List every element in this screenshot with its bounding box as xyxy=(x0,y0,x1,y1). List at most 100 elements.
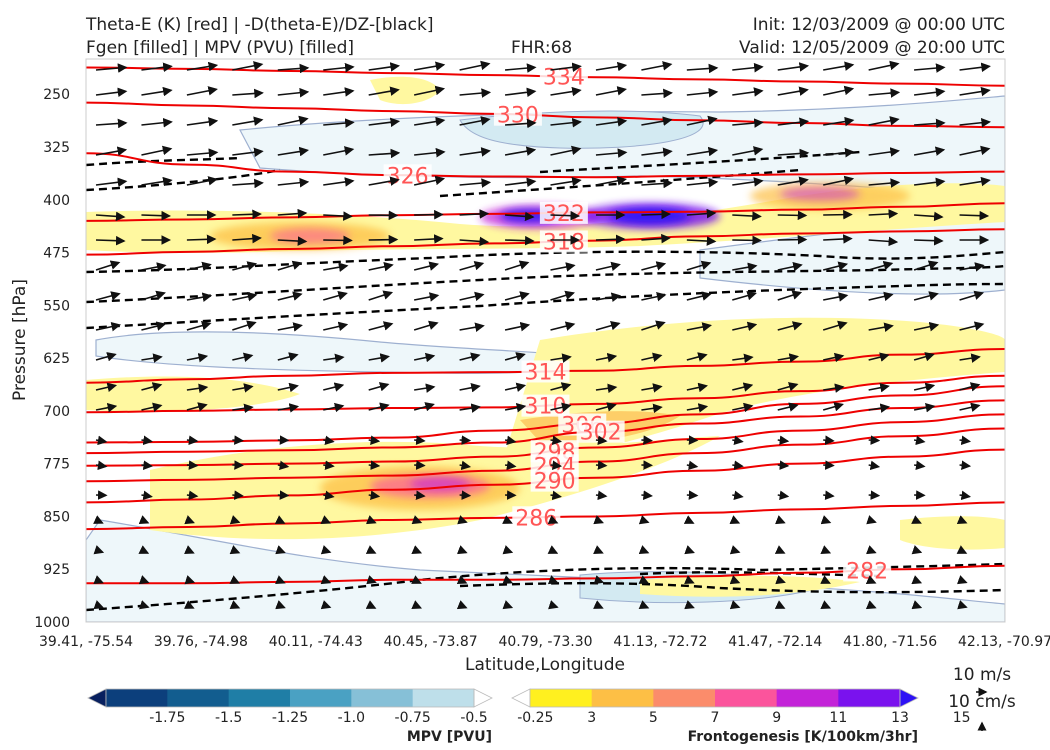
wind-vector xyxy=(823,261,849,271)
wind-vector xyxy=(865,545,877,555)
wind-vector xyxy=(141,62,173,73)
wind-vector xyxy=(138,515,150,525)
wind-vector xyxy=(822,402,844,412)
wind-vector xyxy=(456,600,468,610)
wind-vector xyxy=(414,147,446,158)
wind-vector xyxy=(550,490,562,501)
wind-vector xyxy=(550,435,562,446)
wind-vector xyxy=(323,382,345,392)
wind-vector xyxy=(232,209,262,220)
wind-vector xyxy=(823,234,853,244)
wind-vector xyxy=(820,545,832,555)
wind-vector xyxy=(775,515,786,525)
wind-vector xyxy=(95,177,128,188)
fgen-core xyxy=(780,187,860,201)
colorbar-tick-label: 7 xyxy=(711,710,720,726)
contour-label-bg xyxy=(843,559,892,582)
wind-vector xyxy=(95,460,108,471)
wind-vector xyxy=(729,575,741,585)
theta-e-label: 282 xyxy=(846,559,888,584)
wind-vector xyxy=(368,117,401,128)
wind-vector xyxy=(186,61,219,72)
wind-vector xyxy=(868,352,890,362)
wind-vector xyxy=(593,545,604,554)
wind-vector xyxy=(277,208,308,219)
wind-vector xyxy=(911,600,923,610)
wind-vector xyxy=(641,61,673,71)
wind-vector xyxy=(232,320,257,331)
wind-vector xyxy=(777,321,803,331)
wind-vector xyxy=(141,490,153,501)
wind-vector xyxy=(413,261,439,271)
wind-vector xyxy=(868,403,890,413)
intense-core xyxy=(610,208,690,224)
wind-vector xyxy=(913,352,935,362)
wind-vector xyxy=(959,490,972,501)
wind-vector xyxy=(277,403,300,413)
wind-vector xyxy=(777,117,810,128)
y-tick-label: 475 xyxy=(43,246,70,262)
wind-vector xyxy=(823,460,835,470)
wind-vector xyxy=(277,87,310,98)
wind-vector xyxy=(323,87,355,97)
wind-vector xyxy=(823,435,835,445)
wind-vector xyxy=(504,382,527,392)
wind-vector xyxy=(186,383,209,394)
wind-vector xyxy=(365,545,377,554)
wind-vector xyxy=(277,352,299,362)
wind-vector xyxy=(277,260,303,271)
wind-vector xyxy=(732,118,764,128)
wind-vector xyxy=(550,460,563,470)
wind-vector xyxy=(595,61,628,72)
wind-vector xyxy=(959,402,981,412)
wind-vector xyxy=(641,320,666,331)
wind-vector xyxy=(502,515,513,524)
wind-vector xyxy=(459,435,472,445)
wind-vector xyxy=(504,321,531,332)
wind-vector xyxy=(595,292,622,302)
wind-vector xyxy=(141,86,173,97)
colorbar-cell xyxy=(167,689,230,707)
wind-vector xyxy=(368,62,400,72)
wind-vector xyxy=(641,116,673,126)
wind-vector xyxy=(141,382,163,392)
wind-vector xyxy=(868,88,901,98)
wind-vector xyxy=(277,177,310,188)
wind-vector xyxy=(959,86,991,97)
wind-vector xyxy=(504,291,530,301)
wind-key-vertical: 10 cm/s xyxy=(948,692,1016,712)
wind-vector xyxy=(414,234,444,244)
theta-e-contours: 3343303263223183143103063022982942902862… xyxy=(86,65,1005,584)
wind-vector xyxy=(232,291,258,302)
wind-vector xyxy=(368,290,394,301)
wind-vector xyxy=(459,209,490,219)
wind-vector xyxy=(368,176,400,186)
wind-vector xyxy=(913,260,939,271)
wind-vector xyxy=(459,322,485,332)
wind-vector xyxy=(277,382,299,393)
wind-vector xyxy=(504,177,537,188)
x-tick-label: 40.79, -73.30 xyxy=(498,634,592,650)
wind-vector xyxy=(550,86,582,97)
wind-vector xyxy=(683,515,695,524)
wind-vector xyxy=(323,435,335,446)
wind-vector xyxy=(141,402,163,412)
fgen-core xyxy=(270,228,350,244)
wind-vector xyxy=(320,515,332,524)
wind-vector xyxy=(641,435,653,445)
wind-vector xyxy=(459,490,472,500)
wind-vector xyxy=(641,490,653,500)
wind-vector xyxy=(868,236,899,247)
colorbar-extension xyxy=(473,688,493,708)
wind-vector xyxy=(777,290,803,301)
wind-vector xyxy=(456,575,468,584)
wind-vector xyxy=(95,146,128,156)
wind-vector xyxy=(595,86,627,96)
wind-vector xyxy=(638,600,650,610)
wind-vector xyxy=(820,515,832,525)
wind-vector xyxy=(823,147,855,158)
wind-vector xyxy=(414,460,426,470)
colorbar-tick-label: -0.5 xyxy=(460,710,487,726)
wind-vector xyxy=(732,177,764,187)
wind-vector xyxy=(865,575,877,584)
